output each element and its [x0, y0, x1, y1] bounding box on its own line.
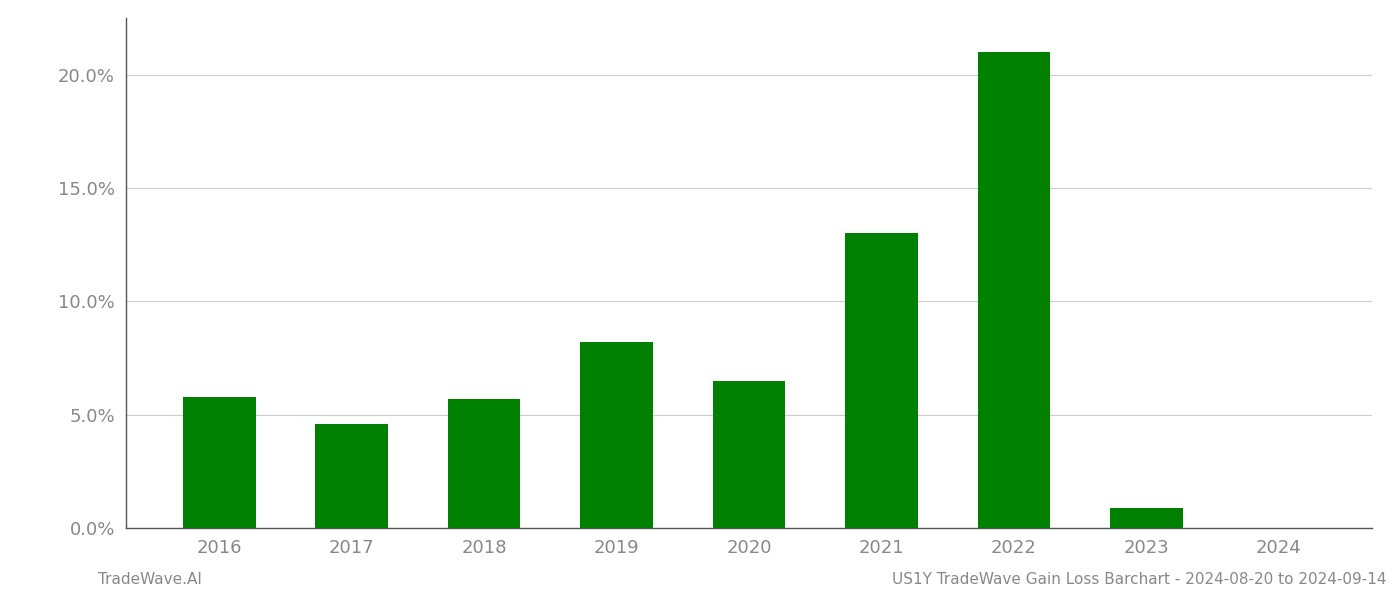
- Bar: [315, 424, 388, 528]
- Bar: [1110, 508, 1183, 528]
- Bar: [182, 397, 256, 528]
- Bar: [846, 233, 918, 528]
- Bar: [713, 380, 785, 528]
- Bar: [580, 342, 652, 528]
- Text: TradeWave.AI: TradeWave.AI: [98, 572, 202, 587]
- Text: US1Y TradeWave Gain Loss Barchart - 2024-08-20 to 2024-09-14: US1Y TradeWave Gain Loss Barchart - 2024…: [892, 572, 1386, 587]
- Bar: [448, 399, 521, 528]
- Bar: [977, 52, 1050, 528]
